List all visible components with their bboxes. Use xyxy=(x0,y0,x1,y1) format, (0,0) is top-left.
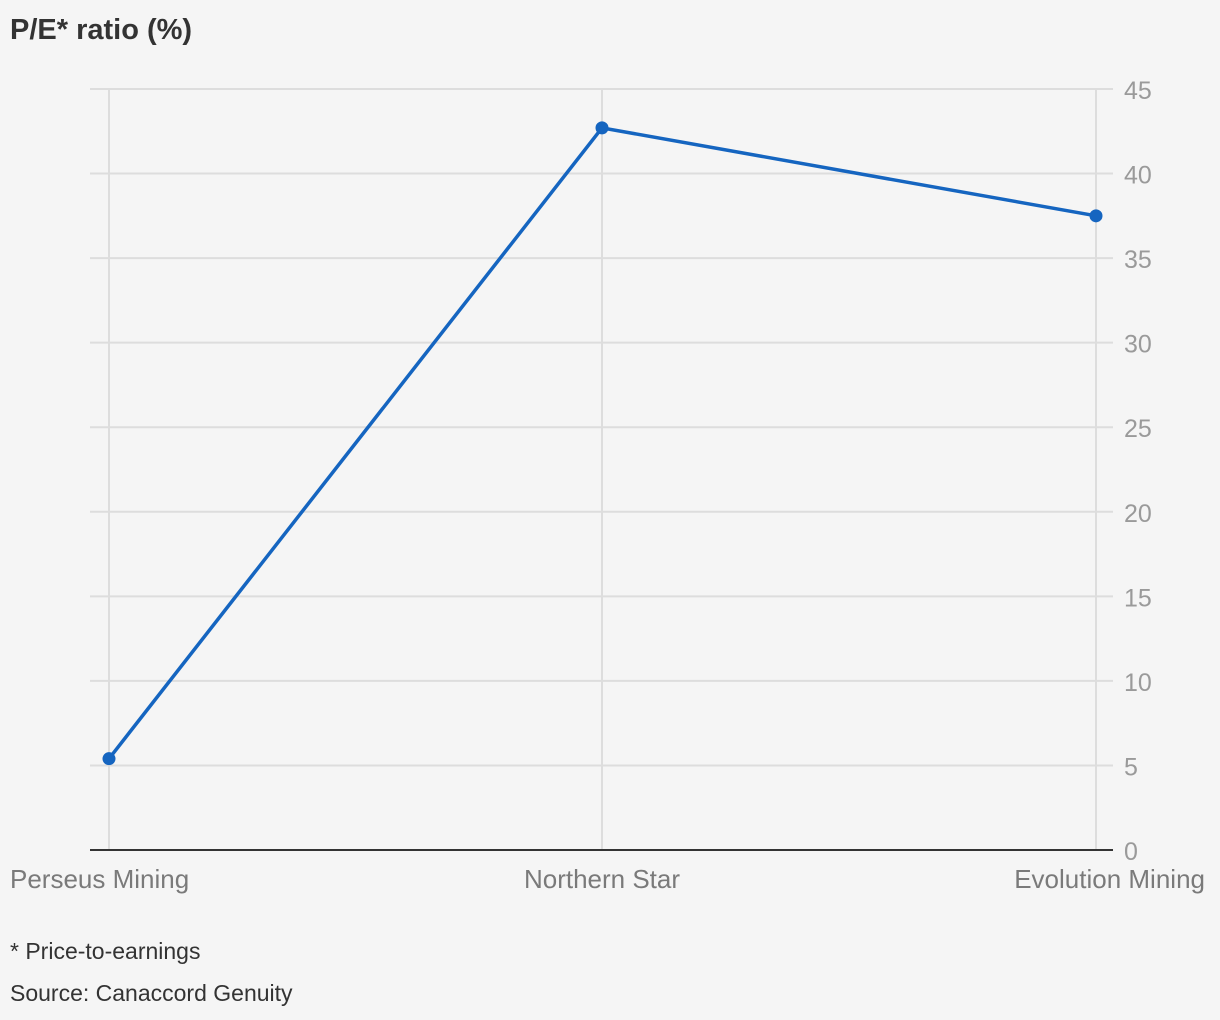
y-tick-label-5: 5 xyxy=(1124,753,1138,781)
chart-title: P/E* ratio (%) xyxy=(10,14,193,46)
line-chart: 0 5 10 15 20 25 30 35 40 45 Perseus Mining Northern… xyxy=(10,77,1205,894)
x-tick-label-1: Northern Star xyxy=(524,864,680,894)
y-tick-label-15: 15 xyxy=(1124,584,1152,612)
footnote-price-to-earnings: * Price-to-earnings xyxy=(10,938,201,964)
y-tick-label-25: 25 xyxy=(1124,415,1152,443)
series-layer xyxy=(102,121,1103,766)
label-layer: 0 5 10 15 20 25 30 35 40 45 Perseus Mining Northern… xyxy=(10,77,1205,894)
x-tick-label-2: Evolution Mining xyxy=(1014,864,1205,894)
y-tick-label-35: 35 xyxy=(1124,246,1152,274)
data-point-1 xyxy=(595,121,609,135)
y-tick-label-30: 30 xyxy=(1124,331,1152,359)
y-tick-label-10: 10 xyxy=(1124,669,1152,697)
data-point-0 xyxy=(102,752,116,766)
data-point-2 xyxy=(1089,209,1103,223)
source-note: Source: Canaccord Genuity xyxy=(10,980,293,1006)
y-tick-label-40: 40 xyxy=(1124,162,1152,190)
x-tick-label-0: Perseus Mining xyxy=(10,864,189,894)
y-tick-label-20: 20 xyxy=(1124,500,1152,528)
y-tick-label-45: 45 xyxy=(1124,77,1152,105)
y-tick-label-0: 0 xyxy=(1124,838,1138,866)
grid-layer xyxy=(90,88,1113,850)
